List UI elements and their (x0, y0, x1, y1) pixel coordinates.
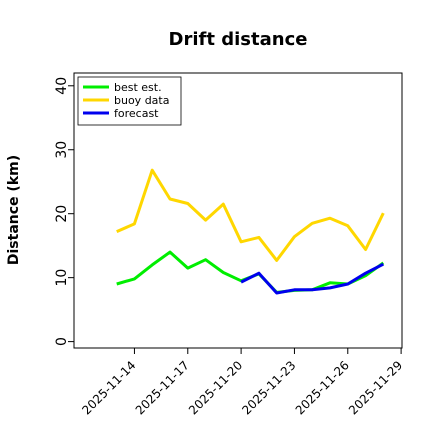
series-line-buoy-data (116, 168, 385, 262)
y-tick-label: 20 (54, 205, 70, 223)
plot-frame (73, 72, 403, 349)
x-tick-label: 2025-11-17 (133, 358, 192, 417)
legend-label: forecast (114, 107, 159, 120)
x-tick-label: 2025-11-29 (346, 358, 405, 417)
y-tick-label: 0 (54, 337, 70, 346)
x-tick-label: 2025-11-20 (186, 358, 245, 417)
legend-label: best est. (114, 81, 162, 94)
y-axis-ticks: 0 10 20 30 40 (54, 77, 74, 346)
y-axis-label: Distance (km) (6, 155, 22, 265)
y-tick-label: 30 (54, 141, 70, 159)
y-tick-label: 10 (54, 269, 70, 287)
x-axis-ticks: 2025-11-142025-11-172025-11-202025-11-23… (79, 348, 405, 417)
y-tick-label: 40 (54, 77, 70, 95)
x-tick-label: 2025-11-26 (293, 358, 352, 417)
chart-title: Drift distance (169, 29, 308, 50)
legend-label: buoy data (114, 94, 169, 107)
x-tick-label: 2025-11-14 (79, 358, 138, 417)
series-line-forecast (240, 262, 384, 295)
x-tick-label: 2025-11-23 (239, 358, 298, 417)
series-lines (116, 168, 385, 295)
